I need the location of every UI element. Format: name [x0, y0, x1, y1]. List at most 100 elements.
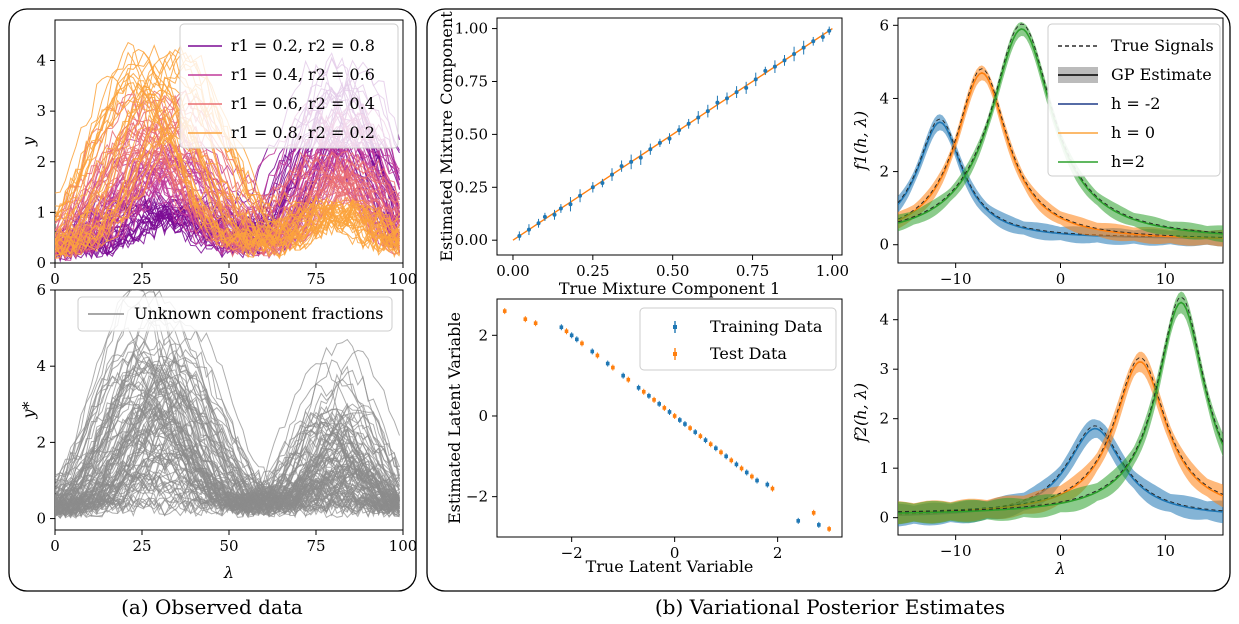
observed-series-line — [55, 119, 400, 254]
f1-estimate-line — [898, 72, 1223, 239]
observed-series-line — [55, 82, 400, 256]
mixture-point — [753, 77, 758, 82]
unknown-ylabel: y* — [19, 401, 38, 419]
mixture-point — [801, 45, 806, 50]
f1-ytick-label: 0 — [879, 236, 889, 254]
latent-point — [652, 398, 656, 402]
observed-ytick-label: 2 — [36, 153, 46, 171]
latent-point — [724, 454, 728, 459]
f2-xtick-label: 10 — [1156, 542, 1175, 560]
unknown-xtick-label: 100 — [389, 537, 418, 555]
f1-xtick-label: 0 — [1056, 270, 1066, 288]
observed-series-line — [55, 97, 400, 258]
unknown-series-line — [55, 402, 400, 512]
observed-series-line — [55, 52, 400, 251]
mixture-point — [725, 96, 729, 101]
unknown-series-line — [55, 414, 400, 515]
unknown-series-line — [55, 356, 400, 514]
latent-point — [605, 361, 610, 366]
unknown-series-line — [55, 422, 400, 513]
latent-xlabel: True Latent Variable — [586, 557, 754, 576]
latent-legend-box — [639, 307, 837, 371]
mixture-point — [792, 51, 797, 56]
unknown-ytick-label: 6 — [36, 281, 46, 299]
observed-series-line — [55, 149, 400, 253]
latent-ytick-label: 2 — [478, 326, 488, 344]
mixture-point — [629, 159, 634, 164]
f2-curves — [898, 291, 1223, 527]
latent-xtick-label: −2 — [561, 544, 583, 562]
f1-legend-label: h=2 — [1111, 152, 1145, 171]
unknown-series-line — [55, 405, 400, 519]
latent-point — [796, 519, 801, 523]
unknown-xtick-label: 50 — [219, 537, 238, 555]
observed-series-line — [55, 99, 400, 253]
latent-point — [533, 321, 538, 326]
observed-xtick-label: 0 — [50, 270, 60, 288]
mixture-point — [696, 115, 701, 120]
f2-estimate-line — [898, 301, 1223, 514]
mixture-ytick-label: 0.25 — [455, 178, 488, 196]
latent-point — [502, 309, 507, 313]
mixture-ytick-label: 0.75 — [455, 72, 488, 90]
observed-series-line — [55, 137, 400, 256]
latent-point — [580, 341, 584, 346]
f1-legend: True Signals GP Estimate h = -2 h = 0 h=2 — [1047, 23, 1221, 177]
observed-legend-box — [179, 23, 399, 149]
mixture-point — [782, 58, 787, 63]
observed-xtick-label: 50 — [219, 270, 238, 288]
observed-axes: 0 25 50 75 100 0 1 2 3 4 — [36, 19, 418, 288]
unknown-ytick-label: 2 — [36, 433, 46, 451]
frame-posterior — [426, 8, 1231, 592]
unknown-series-line — [55, 405, 400, 516]
observed-series-line — [55, 71, 400, 257]
latent-point — [657, 402, 662, 406]
latent-point — [703, 438, 708, 442]
unknown-series-line — [55, 421, 400, 519]
unknown-xlabel: λ — [223, 563, 234, 582]
mixture-plot-frame — [496, 17, 843, 256]
latent-xtick-label: 0 — [670, 544, 680, 562]
unknown-series-line — [55, 318, 400, 519]
f1-legend-label: GP Estimate — [1111, 65, 1212, 84]
latent-point — [755, 478, 759, 483]
mixture-xtick-label: 0.00 — [496, 262, 529, 280]
unknown-series-line — [55, 369, 400, 518]
latent-point — [765, 482, 770, 487]
mixture-xtick-label: 0.75 — [736, 262, 769, 280]
unknown-series-line — [55, 354, 400, 519]
unknown-axes: 0 25 50 75 100 0 2 4 6 — [36, 281, 417, 555]
mixture-ytick-label: 1.00 — [455, 20, 488, 38]
f1-legend-label: h = -2 — [1111, 94, 1160, 113]
latent-point — [672, 414, 677, 418]
latent-point — [734, 462, 739, 467]
latent-point — [693, 430, 698, 434]
latent-point — [569, 333, 574, 338]
observed-legend-label: r1 = 0.2, r2 = 0.8 — [231, 36, 375, 55]
latent-ytick-label: −2 — [466, 488, 488, 506]
latent-point — [811, 510, 816, 515]
mixture-xtick-label: 0.25 — [576, 262, 609, 280]
caption-observed: (a) Observed data — [121, 595, 303, 619]
mixture-point — [677, 128, 682, 133]
f1-ytick-label: 4 — [879, 89, 889, 107]
observed-ytick-label: 0 — [36, 254, 46, 272]
latent-point — [662, 406, 667, 410]
latent-axes: −2 0 2 −2 0 2 — [466, 298, 843, 562]
latent-point — [621, 373, 625, 378]
latent-point — [647, 394, 651, 398]
mixture-point — [772, 64, 777, 69]
f1-legend-box — [1047, 23, 1221, 177]
latent-point — [698, 434, 703, 438]
mixture-point — [657, 140, 662, 145]
mixture-point — [542, 214, 547, 219]
f2-axes: −10 0 10 0 1 2 3 4 — [879, 289, 1224, 560]
observed-xtick-label: 100 — [389, 270, 418, 288]
unknown-series-line — [55, 378, 400, 515]
unknown-series-line — [55, 417, 400, 518]
observed-legend: r1 = 0.2, r2 = 0.8 r1 = 0.4, r2 = 0.6 r1 =… — [179, 23, 399, 149]
f1-xtick-label: −10 — [940, 270, 972, 288]
observed-series-line — [55, 120, 400, 250]
f2-xlabel: λ — [1054, 559, 1065, 578]
